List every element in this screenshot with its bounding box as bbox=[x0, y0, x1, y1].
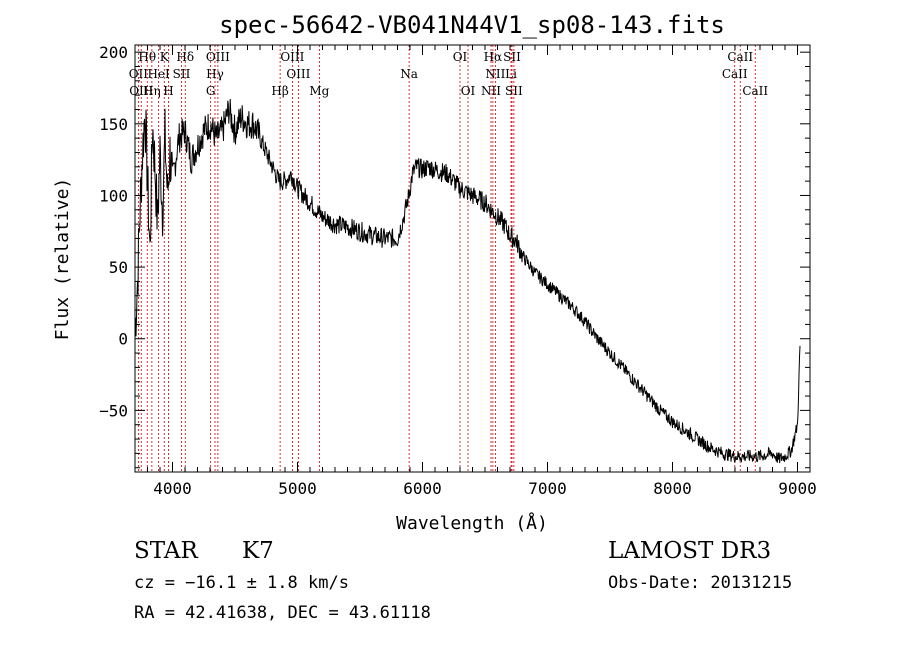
survey-name: LAMOST DR3 bbox=[608, 538, 772, 564]
line-label: OI bbox=[453, 50, 468, 64]
redshift-cz: cz = −16.1 ± 1.8 km/s bbox=[134, 573, 349, 593]
line-label: NII bbox=[481, 84, 501, 98]
x-tick-label: 4000 bbox=[153, 479, 192, 498]
plot-frame bbox=[134, 44, 811, 473]
line-label: OII bbox=[129, 67, 149, 81]
x-tick-label: 6000 bbox=[403, 479, 442, 498]
line-label: CaII bbox=[742, 84, 768, 98]
line-label: OIII bbox=[286, 67, 310, 81]
line-label: H bbox=[163, 84, 173, 98]
line-label: OIII bbox=[206, 50, 230, 64]
line-label: HeI bbox=[147, 67, 170, 81]
line-label: Hδ bbox=[176, 50, 194, 64]
line-label: Hα bbox=[484, 50, 503, 64]
obs-date: Obs-Date: 20131215 bbox=[608, 573, 793, 593]
coordinates: RA = 42.41638, DEC = 43.61118 bbox=[134, 603, 431, 623]
line-label: Hη bbox=[143, 84, 161, 98]
y-tick-label: 150 bbox=[99, 115, 128, 134]
x-axis-label: Wavelength (Å) bbox=[396, 512, 548, 534]
spectrum-line bbox=[134, 98, 801, 464]
x-tick-label: 8000 bbox=[653, 479, 692, 498]
y-tick-label: 0 bbox=[118, 330, 128, 349]
line-label: CaII bbox=[722, 67, 748, 81]
y-axis-ticks: −50 0 50 100 150 200 bbox=[99, 43, 810, 469]
y-tick-label: −50 bbox=[99, 401, 128, 420]
line-label: Hθ bbox=[138, 50, 156, 64]
y-tick-label: 100 bbox=[99, 186, 128, 205]
line-label: Na bbox=[400, 67, 418, 81]
line-label: CaII bbox=[727, 50, 753, 64]
line-label: K bbox=[160, 50, 170, 64]
line-label: Hβ bbox=[271, 84, 288, 98]
chart-title: spec-56642-VB041N44V1_sp08-143.fits bbox=[219, 11, 725, 39]
line-label: G bbox=[206, 84, 216, 98]
line-label: SII bbox=[173, 67, 191, 81]
line-label: OIII bbox=[280, 50, 304, 64]
line-label: NII bbox=[485, 67, 505, 81]
object-subclass: K7 bbox=[242, 538, 274, 564]
x-tick-label: 9000 bbox=[778, 479, 817, 498]
line-label: OI bbox=[461, 84, 476, 98]
line-label: SII bbox=[503, 50, 521, 64]
line-label: Mg bbox=[309, 84, 329, 98]
x-tick-label: 5000 bbox=[278, 479, 317, 498]
object-class: STAR bbox=[134, 538, 198, 564]
y-tick-label: 50 bbox=[109, 258, 128, 277]
y-axis-label: Flux (relative) bbox=[52, 178, 73, 341]
line-label: Li bbox=[505, 67, 517, 81]
line-label: SII bbox=[505, 84, 523, 98]
x-axis-ticks: 4000 5000 6000 7000 8000 9000 bbox=[134, 45, 817, 498]
line-label: Hγ bbox=[206, 67, 224, 81]
x-tick-label: 7000 bbox=[528, 479, 567, 498]
y-tick-label: 200 bbox=[99, 43, 128, 62]
